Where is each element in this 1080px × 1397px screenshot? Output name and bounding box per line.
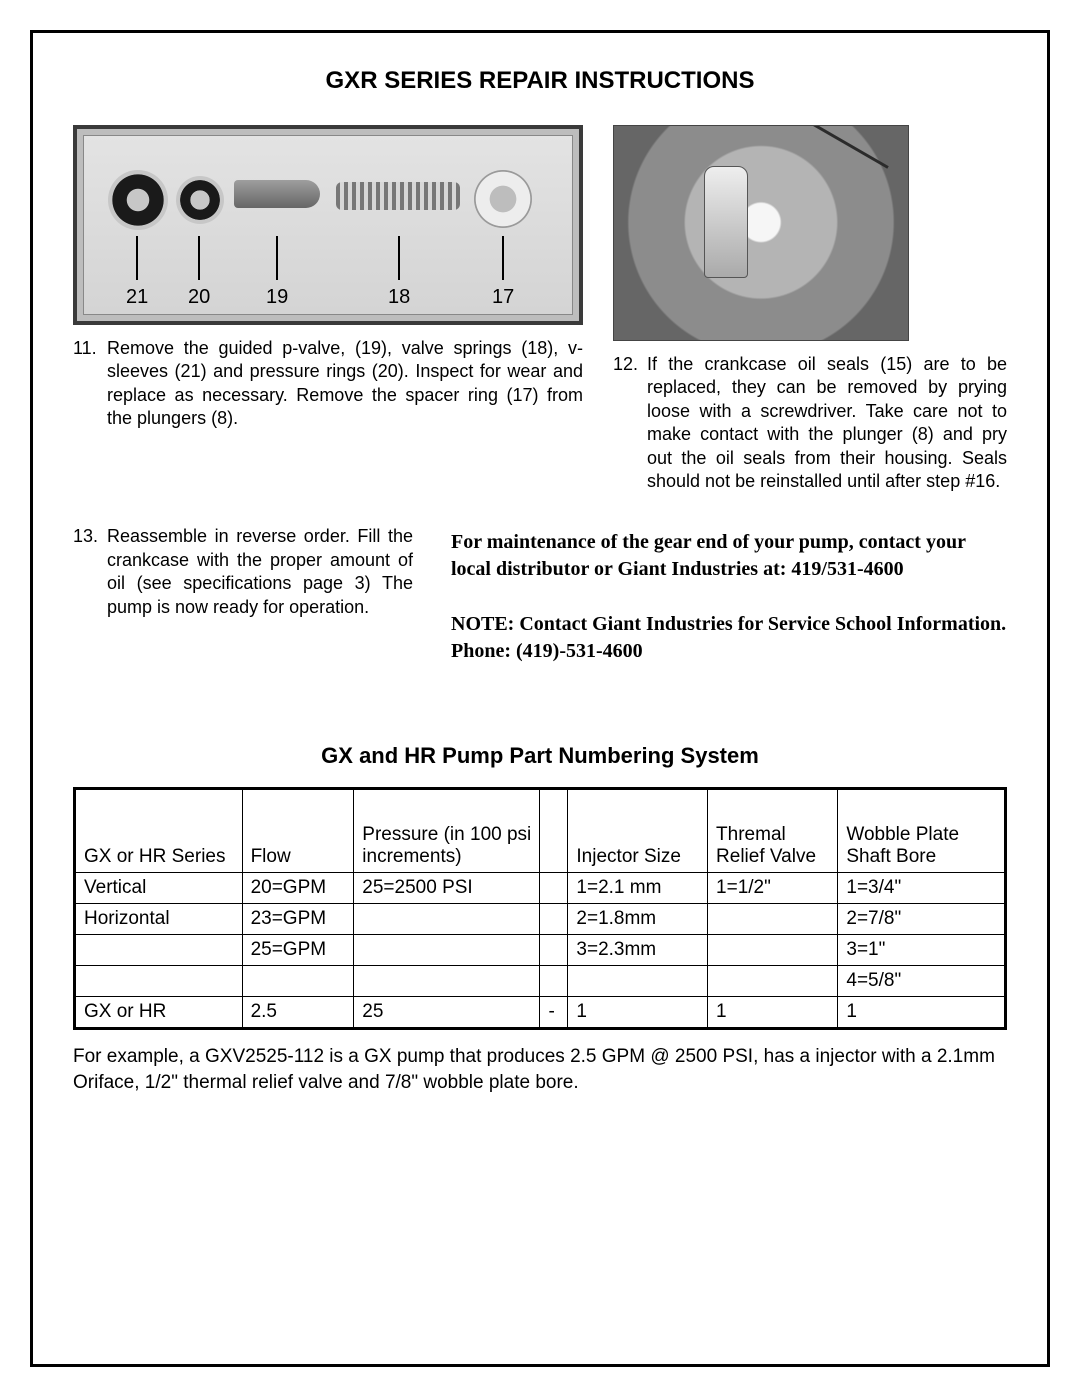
callout-line: [502, 236, 504, 280]
cell: [708, 904, 838, 935]
cell: [540, 966, 568, 997]
cell: 23=GPM: [242, 904, 354, 935]
part-spacer-17-icon: [474, 170, 532, 228]
part-pvalve-19-icon: [234, 180, 320, 208]
callout-line: [136, 236, 138, 280]
instruction-number: 12.: [613, 353, 639, 493]
cell: GX or HR: [75, 997, 243, 1029]
table-row: 25=GPM 3=2.3mm 3=1": [75, 935, 1006, 966]
callout-num: 19: [266, 286, 288, 309]
row-notes: 13. Reassemble in reverse order. Fill th…: [73, 525, 1007, 693]
cell: 4=5/8": [838, 966, 1006, 997]
cell: 2=1.8mm: [568, 904, 708, 935]
th-blank: [540, 789, 568, 873]
callout-num: 18: [388, 286, 410, 309]
cell: [708, 935, 838, 966]
cell: [354, 935, 540, 966]
table-row: 4=5/8": [75, 966, 1006, 997]
callout-line: [276, 236, 278, 280]
cell: [540, 904, 568, 935]
part-ring-20-icon: [176, 176, 224, 224]
figure-parts: 21 20 19 18 17: [73, 125, 583, 325]
part-spring-18-icon: [336, 182, 460, 210]
cell: [354, 904, 540, 935]
part-numbering-table: GX or HR Series Flow Pressure (in 100 ps…: [73, 787, 1007, 1030]
figure-parts-bg: 21 20 19 18 17: [83, 135, 573, 315]
col-right: 12. If the crankcase oil seals (15) are …: [613, 125, 1007, 493]
cell: [540, 935, 568, 966]
cell: 25: [354, 997, 540, 1029]
callout-line: [398, 236, 400, 280]
callout-num: 20: [188, 286, 210, 309]
row-figures: 21 20 19 18 17 11. Remove the guided p-v…: [73, 125, 1007, 493]
col-contact-notes: For maintenance of the gear end of your …: [451, 525, 1007, 693]
cell: [354, 966, 540, 997]
instruction-13: 13. Reassemble in reverse order. Fill th…: [73, 525, 413, 619]
th-thermal: Thremal Relief Valve: [708, 789, 838, 873]
instruction-text: Reassemble in reverse order. Fill the cr…: [107, 525, 413, 619]
cell: [75, 966, 243, 997]
cell: 1: [568, 997, 708, 1029]
cell: [708, 966, 838, 997]
instruction-12: 12. If the crankcase oil seals (15) are …: [613, 353, 1007, 493]
table-title: GX and HR Pump Part Numbering System: [73, 743, 1007, 769]
instruction-text: Remove the guided p-valve, (19), valve s…: [107, 337, 583, 431]
cell: 2=7/8": [838, 904, 1006, 935]
cell: 1=3/4": [838, 873, 1006, 904]
maintenance-note: For maintenance of the gear end of your …: [451, 529, 1007, 583]
th-wobble: Wobble Plate Shaft Bore: [838, 789, 1006, 873]
table-row: Horizontal 23=GPM 2=1.8mm 2=7/8": [75, 904, 1006, 935]
instruction-text: If the crankcase oil seals (15) are to b…: [647, 353, 1007, 493]
cell: [75, 935, 243, 966]
th-injector: Injector Size: [568, 789, 708, 873]
cell: 1=2.1 mm: [568, 873, 708, 904]
table-row: Vertical 20=GPM 25=2500 PSI 1=2.1 mm 1=1…: [75, 873, 1006, 904]
instruction-11: 11. Remove the guided p-valve, (19), val…: [73, 337, 583, 431]
figure-crankcase: [613, 125, 909, 341]
th-pressure: Pressure (in 100 psi increments): [354, 789, 540, 873]
cell: [568, 966, 708, 997]
cell: [540, 873, 568, 904]
col-left: 21 20 19 18 17 11. Remove the guided p-v…: [73, 125, 583, 431]
cell: [242, 966, 354, 997]
part-ring-21-icon: [108, 170, 168, 230]
instruction-number: 11.: [73, 337, 99, 431]
cell: 25=2500 PSI: [354, 873, 540, 904]
cell: 1: [708, 997, 838, 1029]
page-title: GXR SERIES REPAIR INSTRUCTIONS: [73, 67, 1007, 95]
cell: 3=2.3mm: [568, 935, 708, 966]
th-flow: Flow: [242, 789, 354, 873]
cell: Vertical: [75, 873, 243, 904]
callout-num: 17: [492, 286, 514, 309]
cell: 20=GPM: [242, 873, 354, 904]
cell: 1: [838, 997, 1006, 1029]
instruction-number: 13.: [73, 525, 99, 619]
service-note: NOTE: Contact Giant Industries for Servi…: [451, 611, 1007, 665]
cell: 3=1": [838, 935, 1006, 966]
callout-line: [198, 236, 200, 280]
cell: 2.5: [242, 997, 354, 1029]
page-frame: GXR SERIES REPAIR INSTRUCTIONS 21 20: [30, 30, 1050, 1367]
cell: 1=1/2": [708, 873, 838, 904]
cell: -: [540, 997, 568, 1029]
th-series: GX or HR Series: [75, 789, 243, 873]
footer-example: For example, a GXV2525-112 is a GX pump …: [73, 1044, 1007, 1095]
table-header-row: GX or HR Series Flow Pressure (in 100 ps…: [75, 789, 1006, 873]
cell: Horizontal: [75, 904, 243, 935]
table-row: GX or HR 2.5 25 - 1 1 1: [75, 997, 1006, 1029]
col-instruction-13: 13. Reassemble in reverse order. Fill th…: [73, 525, 413, 619]
cell: 25=GPM: [242, 935, 354, 966]
callout-num: 21: [126, 286, 148, 309]
